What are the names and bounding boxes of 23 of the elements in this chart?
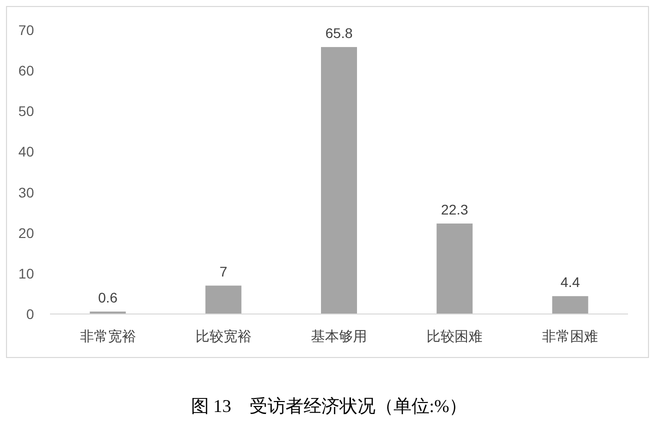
y-tick-label: 50 — [18, 103, 34, 120]
bar — [552, 296, 588, 314]
x-tick-label: 非常困难 — [542, 328, 598, 344]
x-tick-label: 比较宽裕 — [195, 328, 252, 344]
x-tick-label: 非常宽裕 — [80, 328, 136, 344]
data-label: 0.6 — [98, 290, 118, 306]
y-tick-label: 40 — [18, 144, 34, 160]
bar — [205, 286, 242, 314]
y-tick-label: 0 — [26, 306, 34, 322]
data-label: 22.3 — [440, 202, 468, 218]
y-tick-label: 30 — [18, 184, 34, 200]
bar — [436, 224, 473, 314]
y-tick-label: 60 — [18, 62, 34, 79]
y-tick-label: 70 — [18, 22, 34, 38]
bar — [321, 47, 357, 314]
y-tick-label: 10 — [18, 265, 34, 282]
caption: 图 13 受访者经济状况（单位:%） — [190, 396, 468, 416]
x-tick-label: 比较困难 — [426, 328, 483, 344]
y-tick-label: 20 — [18, 224, 34, 241]
data-label: 7 — [220, 264, 228, 280]
x-tick-label: 基本够用 — [311, 328, 367, 344]
data-label: 4.4 — [560, 274, 580, 290]
data-label: 65.8 — [325, 25, 353, 42]
